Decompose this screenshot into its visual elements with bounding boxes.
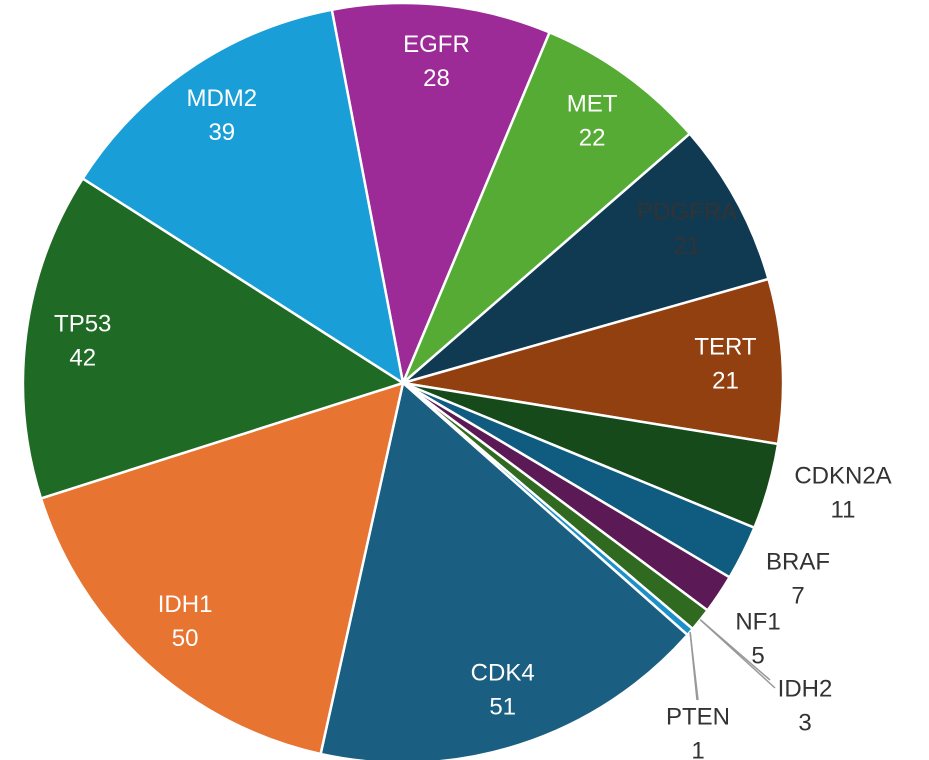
pie-slice [319,380,690,760]
slice-label: BRAF [766,548,830,575]
slice-value: 39 [208,119,235,146]
slice-value: 22 [579,125,606,152]
slice-label: MDM2 [186,85,257,112]
slice-label: EGFR [403,31,470,58]
slice-label: PDGFRA [637,199,737,226]
pie-slice [402,277,785,446]
pie-slice [39,381,405,756]
slice-value: 5 [751,642,764,669]
slice-label: NF1 [735,608,780,635]
slice-value: 42 [69,345,96,372]
slice-value: 7 [791,582,804,609]
slice-label: IDH2 [778,675,833,702]
pie-slice [402,131,771,385]
pie-slice [80,8,405,386]
slice-value: 51 [489,694,516,721]
slice-label: CDKN2A [794,462,891,489]
pie-slice [401,30,692,384]
slice-value: 1 [691,737,704,760]
slice-label: CDK4 [471,660,535,687]
slice-value: 11 [831,496,856,523]
slice-value: 3 [798,709,811,736]
pie-slice [330,1,552,388]
slice-value: 21 [674,233,701,260]
slice-label: IDH1 [158,591,213,618]
slice-value: 21 [712,368,739,395]
slice-label: TP53 [54,311,111,338]
slice-label: TERT [694,334,757,361]
slice-label: PTEN [666,703,730,730]
slice-value: 50 [172,625,199,652]
leader-line [689,631,699,701]
pie-slice [21,176,406,500]
slice-label: MET [567,91,618,118]
slice-value: 28 [423,65,450,92]
leader-line [699,619,776,689]
